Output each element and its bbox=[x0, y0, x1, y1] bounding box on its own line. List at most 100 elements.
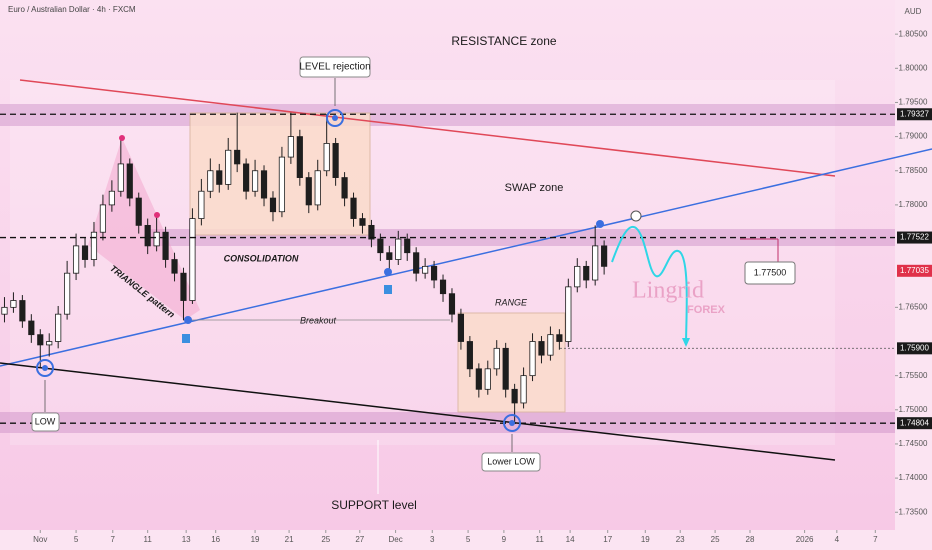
y-tick-label: 1.79500 bbox=[899, 98, 928, 107]
y-tick-label: 1.75000 bbox=[899, 405, 928, 414]
candle-body bbox=[395, 238, 402, 260]
candle-body bbox=[341, 177, 348, 199]
annotation: RESISTANCE zone bbox=[451, 34, 556, 48]
candle-body bbox=[296, 136, 303, 178]
y-tick-label: 1.75500 bbox=[899, 371, 928, 380]
candle-body bbox=[475, 368, 482, 390]
markers bbox=[36, 109, 521, 432]
candle-body bbox=[117, 163, 124, 192]
candle-body bbox=[1, 306, 8, 315]
x-tick-label: 17 bbox=[603, 535, 612, 544]
x-tick-label: 14 bbox=[566, 535, 575, 544]
candle-body bbox=[135, 197, 142, 226]
candle-body bbox=[126, 163, 133, 199]
x-tick-label: 11 bbox=[536, 535, 545, 544]
x-tick-label: 2026 bbox=[796, 535, 814, 544]
candle-body bbox=[260, 170, 268, 199]
x-tick-label: 13 bbox=[182, 535, 191, 544]
candle-body bbox=[99, 204, 107, 233]
candle-body bbox=[171, 259, 178, 274]
candle-body bbox=[19, 300, 26, 322]
x-tick-label: 7 bbox=[873, 535, 878, 544]
brand-sub: FOREX bbox=[687, 304, 726, 316]
candle-body bbox=[278, 156, 286, 213]
candle-body bbox=[28, 320, 35, 336]
symbol-title: Euro / Australian Dollar · 4h · FXCM bbox=[8, 5, 136, 14]
candle-body bbox=[502, 347, 509, 390]
annotation: CONSOLIDATION bbox=[224, 253, 299, 263]
x-tick-label: 23 bbox=[676, 535, 685, 544]
annotation: SUPPORT level bbox=[331, 498, 417, 512]
price-label: 1.74804 bbox=[900, 418, 929, 427]
x-tick-label: 21 bbox=[285, 535, 294, 544]
annotation: Lower LOW bbox=[487, 456, 535, 466]
y-tick-label: 1.74500 bbox=[899, 439, 928, 448]
pivot-dot bbox=[154, 212, 160, 218]
marker-dot bbox=[509, 420, 515, 426]
x-tick-label: 27 bbox=[355, 535, 364, 544]
candle-body bbox=[601, 245, 608, 267]
marker-dot bbox=[42, 365, 48, 371]
label-box bbox=[481, 452, 541, 472]
y-tick-label: 1.74000 bbox=[899, 473, 928, 482]
projection-arrow bbox=[682, 338, 690, 347]
candle-body bbox=[413, 252, 420, 274]
target-label: 1.77500 bbox=[754, 267, 787, 277]
y-tick-label: 1.80500 bbox=[899, 29, 928, 38]
candle-body bbox=[234, 149, 241, 165]
candle-body bbox=[189, 218, 196, 301]
annotation: LOW bbox=[35, 416, 56, 426]
candle-body bbox=[439, 279, 447, 295]
candle-body bbox=[484, 368, 491, 390]
candle-body bbox=[207, 170, 214, 192]
resistance-zone bbox=[0, 104, 895, 126]
candle-body bbox=[108, 190, 115, 206]
support-zone bbox=[0, 412, 895, 433]
candle-body bbox=[287, 136, 294, 158]
x-tick-label: 19 bbox=[251, 535, 260, 544]
currency: AUD bbox=[905, 7, 922, 16]
x-tick-label: 3 bbox=[430, 535, 435, 544]
candle-body bbox=[547, 334, 554, 356]
target-box bbox=[744, 261, 796, 285]
price-label: 1.75900 bbox=[900, 343, 929, 352]
candle-body bbox=[422, 265, 429, 274]
pivot-dot bbox=[119, 135, 125, 141]
candle-body bbox=[314, 170, 321, 206]
candle-body bbox=[386, 252, 393, 260]
x-tick-label: 11 bbox=[144, 535, 153, 544]
price-label-bg bbox=[897, 108, 932, 121]
candle-body bbox=[64, 272, 71, 315]
annotation: Breakout bbox=[300, 315, 337, 325]
candle-body bbox=[565, 286, 572, 342]
resistance-trendline bbox=[19, 79, 836, 177]
candle-body bbox=[368, 224, 375, 240]
marker-dot bbox=[596, 220, 604, 228]
candle-body bbox=[180, 272, 187, 301]
candle-body bbox=[90, 231, 98, 260]
price-label-bg bbox=[897, 342, 932, 355]
x-tick-label: Nov bbox=[33, 535, 47, 544]
candle-body bbox=[37, 334, 44, 346]
brand: Lingrid bbox=[632, 278, 704, 304]
time-axis bbox=[0, 530, 895, 550]
candle-body bbox=[323, 143, 330, 172]
candle-body bbox=[198, 190, 205, 219]
y-tick-label: 1.78000 bbox=[899, 200, 928, 209]
y-tick-label: 1.79000 bbox=[899, 132, 928, 141]
y-tick-label: 1.73500 bbox=[899, 507, 928, 516]
dots bbox=[42, 115, 604, 426]
candle-body bbox=[538, 341, 545, 356]
candle-body bbox=[466, 341, 473, 370]
arrow-icon bbox=[182, 334, 190, 343]
candle-body bbox=[430, 265, 438, 281]
marker-circle bbox=[36, 359, 54, 377]
projection-path bbox=[611, 225, 688, 346]
marker-dot bbox=[384, 268, 392, 276]
x-tick-label: 28 bbox=[746, 535, 755, 544]
candle-body bbox=[153, 231, 160, 247]
focus-area bbox=[10, 80, 835, 445]
x-tick-label: 5 bbox=[74, 535, 79, 544]
